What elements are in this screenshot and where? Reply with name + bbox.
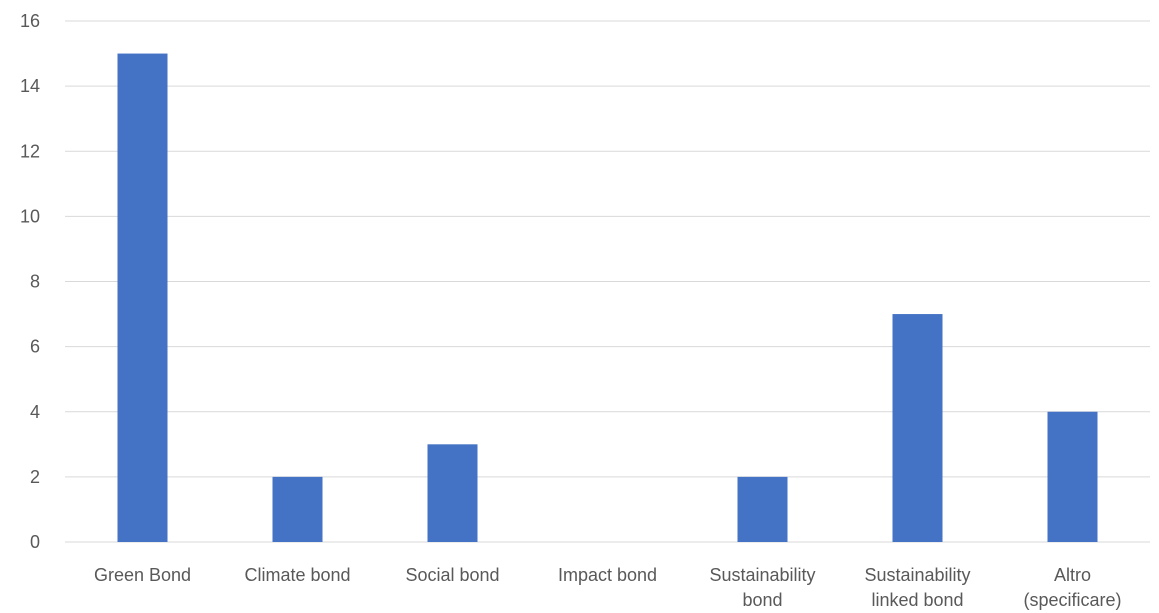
x-axis-categories: Green Bond Climate bond Social bond Impact … [94,565,1122,610]
x-category-label-line: Impact bond [558,565,657,585]
bar [737,476,788,542]
x-category-label-line: bond [742,590,782,610]
x-category-label-line: Sustainability [864,565,970,585]
x-category-label: Green Bond [94,565,191,585]
y-tick-label: 6 [30,337,40,357]
x-category-label-line: Social bond [405,565,499,585]
y-tick-label: 4 [30,402,40,422]
x-category-label-line: Climate bond [244,565,350,585]
y-tick-label: 14 [20,76,40,96]
x-category-label-line: (specificare) [1023,590,1121,610]
y-tick-label: 12 [20,141,40,161]
x-category-label: Social bond [405,565,499,585]
y-tick-label: 16 [20,11,40,31]
bar [117,53,168,542]
x-category-label: Sustainability bond [709,565,815,610]
x-category-label: Impact bond [558,565,657,585]
x-category-label-line: Sustainability [709,565,815,585]
x-category-label-line: linked bond [871,590,963,610]
gridlines [65,20,1150,543]
y-axis-ticks: 0 2 4 6 8 10 12 14 16 [20,11,40,552]
y-tick-label: 10 [20,206,40,226]
bar [892,314,943,542]
x-category-label: Climate bond [244,565,350,585]
x-category-label-line: Altro [1054,565,1091,585]
bar [1047,411,1098,542]
y-tick-label: 8 [30,272,40,292]
bar [427,444,478,542]
x-category-label-line: Green Bond [94,565,191,585]
x-category-label: Altro (specificare) [1023,565,1121,610]
bars [117,53,1098,542]
x-category-label: Sustainability linked bond [864,565,970,610]
y-tick-label: 2 [30,467,40,487]
bar [272,476,323,542]
y-tick-label: 0 [30,532,40,552]
